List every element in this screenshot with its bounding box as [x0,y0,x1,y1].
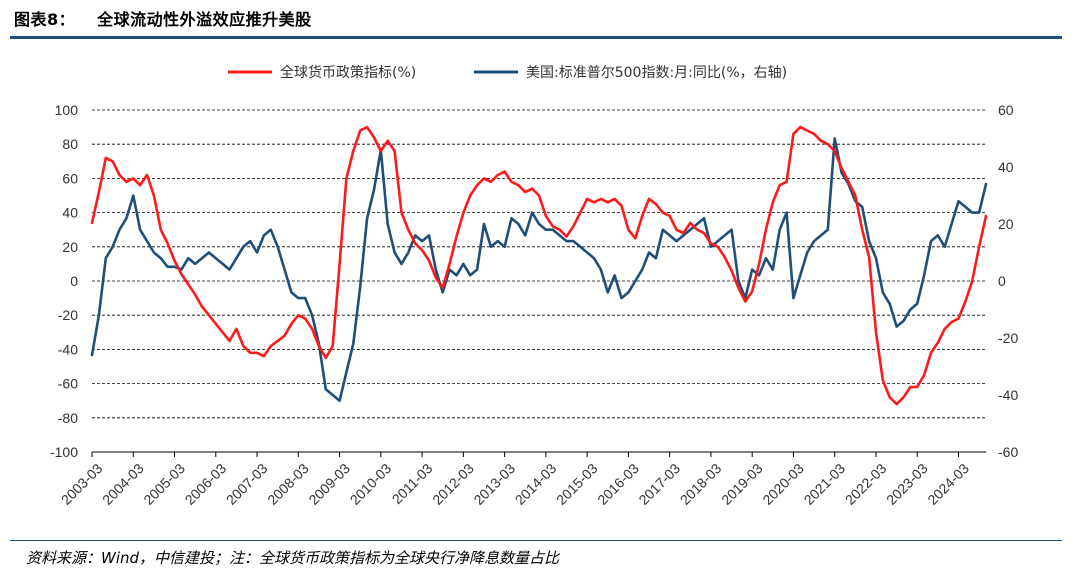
y-right-tick-label: -20 [998,330,1018,346]
x-tick-label: 2023-03 [883,460,931,508]
source-note: 资料来源：Wind，中信建投；注：全球货币政策指标为全球央行净降息数量占比 [26,549,560,567]
x-tick-label: 2013-03 [470,460,518,508]
x-tick-label: 2020-03 [759,460,807,508]
series-line-policy [90,125,988,406]
x-tick-label: 2006-03 [182,460,230,508]
y-left-tick-label: 0 [70,273,78,289]
y-right-tick-label: -60 [998,444,1018,460]
dual-axis-line-chart: 100 80 60 40 20 0 -20 -40 -60 -80 -100 60 40 20 0 -20 -… [50,64,1018,508]
x-tick-label: 2007-03 [223,460,271,508]
y-right-tick-label: -40 [998,387,1018,403]
gridlines [92,109,986,453]
series-line-sp500 [90,137,988,402]
y-axis-right: 60 40 20 0 -20 -40 -60 [998,102,1018,460]
x-tick-label: 2024-03 [924,460,972,508]
series-lines [90,125,988,406]
legend-label-policy: 全球货币政策指标(%) [280,64,416,81]
x-tick-label: 2003-03 [58,460,106,508]
x-tick-label: 2008-03 [264,460,312,508]
y-right-tick-label: 20 [998,216,1014,232]
y-right-tick-label: 40 [998,159,1014,175]
bottom-rule [10,540,1062,541]
y-left-tick-label: 60 [62,170,78,186]
legend: 全球货币政策指标(%) 美国:标准普尔500指数:月:同比(%，右轴) [228,64,787,81]
y-left-tick-label: -60 [58,376,78,392]
x-tick-label: 2009-03 [305,460,353,508]
figure-title-text: 全球流动性外溢效应推升美股 [97,10,312,29]
x-tick-label: 2016-03 [594,460,642,508]
x-tick-label: 2019-03 [718,460,766,508]
y-left-tick-label: 80 [62,136,78,152]
y-left-tick-label: 100 [55,102,79,118]
x-tick-label: 2012-03 [429,460,477,508]
y-left-tick-label: -20 [58,307,78,323]
y-left-tick-label: -100 [50,444,78,460]
x-tick-label: 2004-03 [99,460,147,508]
x-tick-label: 2010-03 [347,460,395,508]
y-left-tick-label: -40 [58,341,78,357]
x-tick-label: 2011-03 [389,460,436,507]
x-tick-label: 2015-03 [553,460,601,508]
y-right-tick-label: 0 [998,273,1006,289]
y-right-tick-label: 60 [998,102,1014,118]
figure-title: 图表8： 全球流动性外溢效应推升美股 [14,6,312,30]
top-rule [10,36,1062,39]
x-axis: 2003-032004-032005-032006-032007-032008-… [58,452,972,508]
x-tick-label: 2021-03 [801,460,849,508]
y-axis-left: 100 80 60 40 20 0 -20 -40 -60 -80 -100 [50,102,78,460]
figure-number: 图表8： [14,10,76,29]
x-tick-label: 2018-03 [677,460,725,508]
y-left-tick-label: 40 [62,205,78,221]
y-left-tick-label: -80 [58,410,78,426]
x-tick-label: 2014-03 [512,460,560,508]
legend-label-sp500: 美国:标准普尔500指数:月:同比(%，右轴) [526,65,787,81]
x-tick-label: 2005-03 [140,460,188,508]
y-left-tick-label: 20 [62,239,78,255]
x-tick-label: 2022-03 [842,460,890,508]
x-tick-label: 2017-03 [635,460,683,508]
